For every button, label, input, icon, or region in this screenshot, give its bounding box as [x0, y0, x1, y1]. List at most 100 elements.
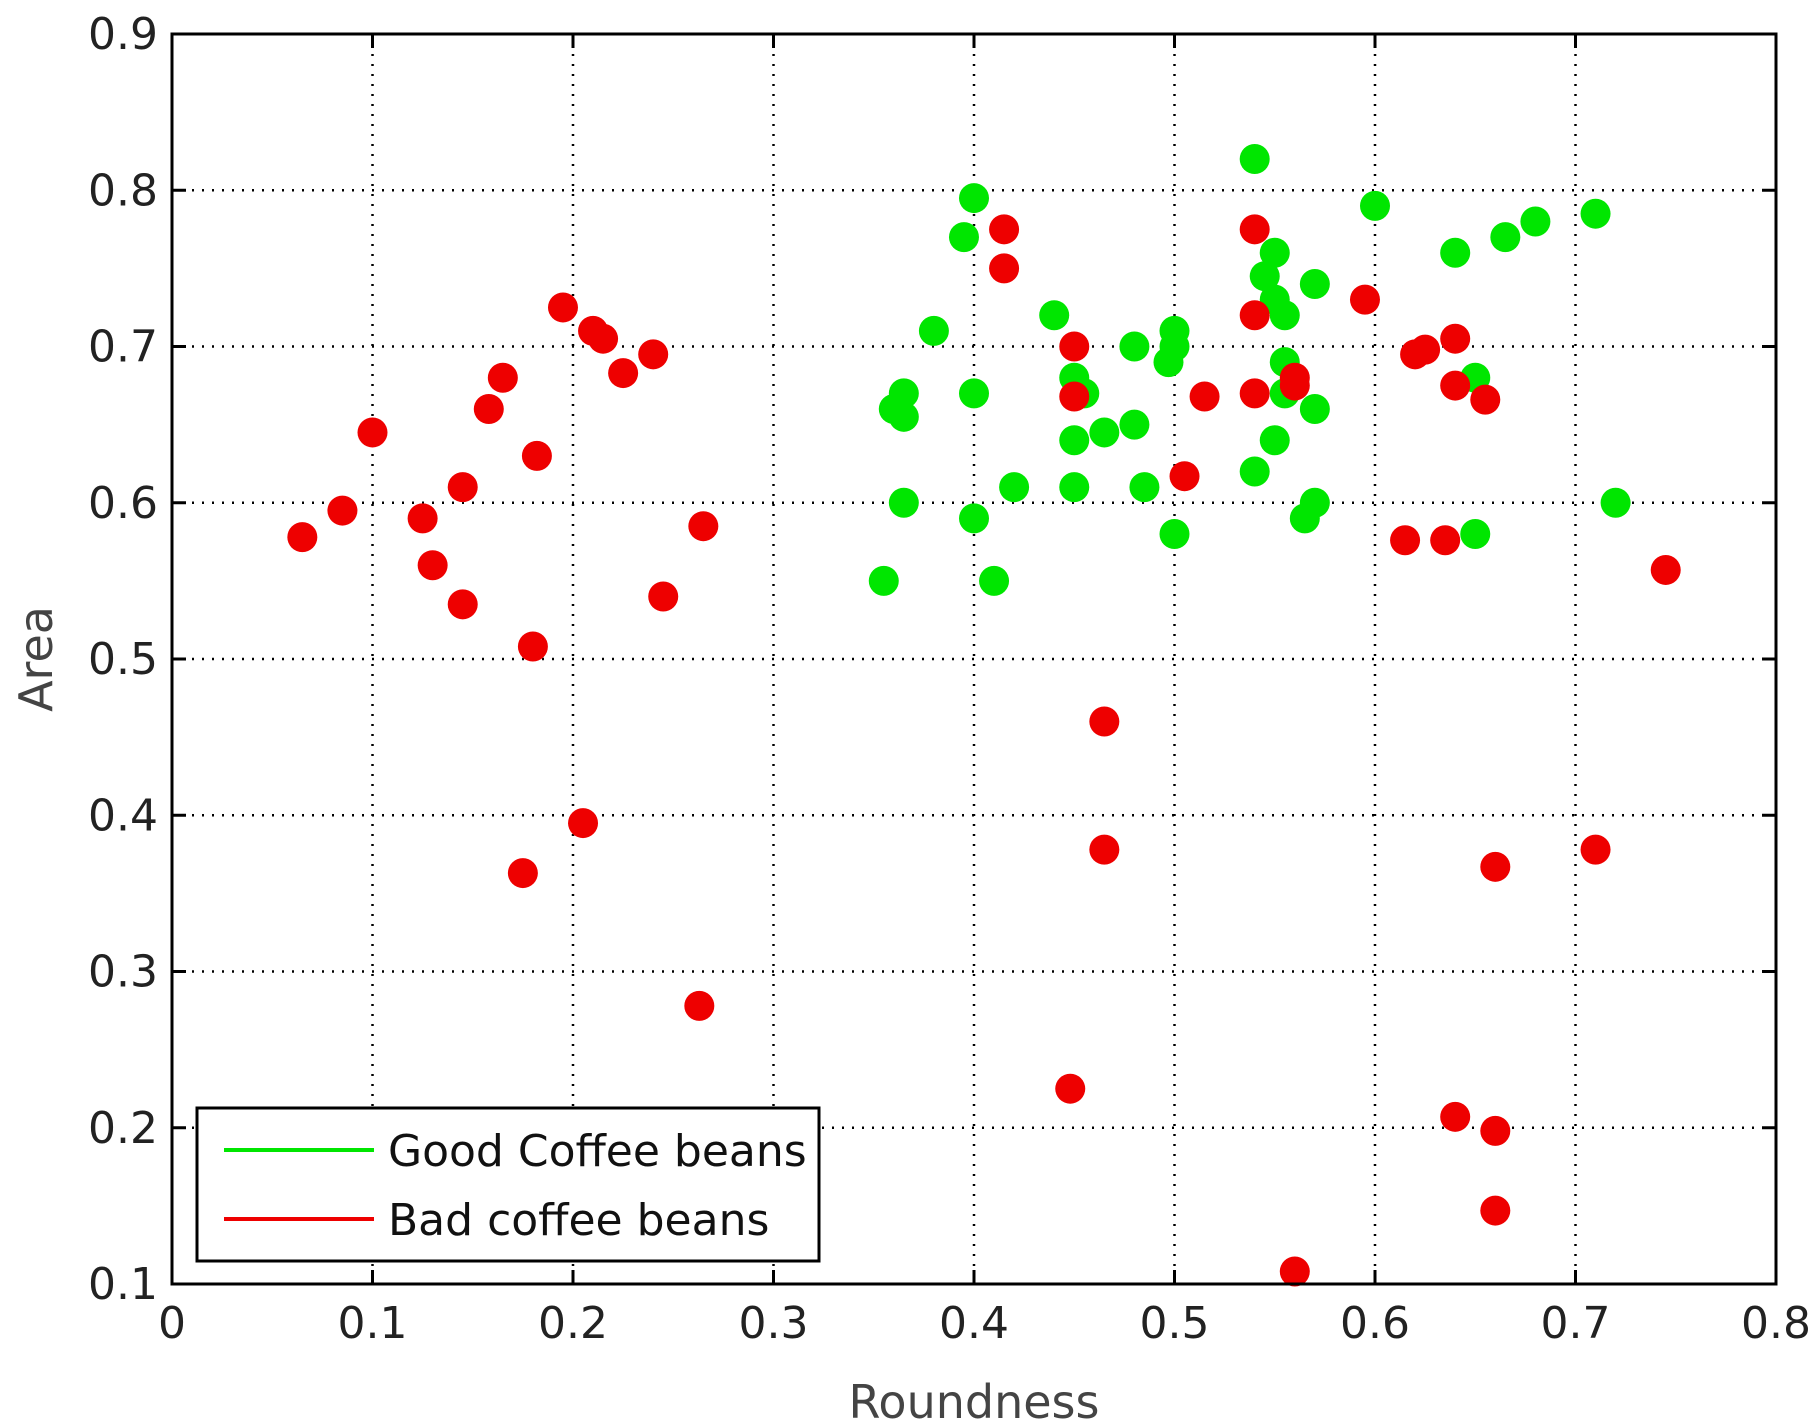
bad-bean-point [1055, 1073, 1086, 1104]
bad-bean-point [507, 858, 538, 889]
bad-bean-point [447, 589, 478, 620]
bad-bean-point [1430, 525, 1461, 556]
legend-label-good: Good Coffee beans [388, 1126, 807, 1177]
y-tick-label: 0.4 [88, 790, 158, 841]
bad-bean-point [1390, 525, 1421, 556]
y-tick-label: 0.6 [88, 478, 158, 529]
bad-bean-point [1400, 339, 1431, 370]
good-bean-point [1600, 487, 1631, 518]
bad-bean-point [608, 358, 639, 389]
bad-bean-point [1279, 370, 1310, 401]
bad-bean-point [1279, 1256, 1310, 1287]
bad-bean-point [1440, 1101, 1471, 1132]
x-tick-label: 0.4 [939, 1298, 1009, 1349]
bad-bean-point [1059, 381, 1090, 412]
bad-bean-point [989, 214, 1020, 245]
bad-bean-point [1349, 284, 1380, 315]
good-bean-point [1129, 472, 1160, 503]
bad-bean-point [648, 581, 679, 612]
y-tick-label: 0.5 [88, 634, 158, 685]
x-axis-label: Roundness [849, 1375, 1100, 1428]
good-bean-point [959, 378, 989, 409]
good-bean-point [1259, 237, 1290, 268]
x-tick-label: 0.8 [1741, 1298, 1811, 1349]
good-bean-point [918, 315, 949, 346]
good-bean-point [1490, 222, 1521, 253]
x-tick-label: 0 [158, 1298, 186, 1349]
bad-bean-point [517, 631, 548, 662]
good-bean-point [1580, 198, 1611, 229]
good-bean-point [979, 565, 1010, 596]
good-bean-point [888, 401, 919, 432]
bad-bean-point [1239, 214, 1270, 245]
bad-bean-point [688, 511, 719, 542]
good-bean-point [868, 565, 899, 596]
bad-bean-point [1580, 834, 1611, 865]
data-points [287, 144, 1681, 1287]
good-bean-point [1249, 261, 1280, 292]
good-bean-point [1360, 190, 1390, 221]
bad-bean-point [547, 292, 578, 323]
bad-bean-point [1440, 370, 1471, 401]
x-tick-label: 0.1 [338, 1298, 408, 1349]
bad-bean-point [1089, 706, 1120, 737]
bad-bean-point [989, 253, 1020, 284]
good-bean-point [999, 472, 1030, 503]
bad-bean-point [1059, 331, 1090, 362]
x-tick-label: 0.2 [538, 1298, 608, 1349]
x-tick-label: 0.7 [1541, 1298, 1611, 1349]
good-bean-point [959, 183, 989, 214]
bad-bean-point [1480, 1195, 1511, 1226]
grid-lines [172, 34, 1776, 1284]
bad-bean-point [447, 472, 478, 503]
bad-bean-point [1440, 323, 1471, 354]
good-bean-point [888, 487, 919, 518]
bad-bean-point [1169, 461, 1200, 492]
y-tick-label: 0.7 [88, 322, 158, 373]
bad-bean-point [407, 503, 438, 534]
good-bean-point [1299, 394, 1330, 424]
good-bean-point [948, 222, 979, 253]
good-bean-point [1520, 206, 1551, 237]
x-tick-label: 0.5 [1140, 1298, 1210, 1349]
bad-bean-point [521, 440, 552, 471]
bad-bean-point [1470, 384, 1501, 415]
y-axis-label: Area [9, 606, 63, 712]
bad-bean-point [1650, 554, 1681, 585]
good-bean-point [1159, 519, 1190, 549]
bad-bean-point [1239, 378, 1270, 409]
good-bean-point [1059, 425, 1090, 456]
bad-bean-point [473, 394, 504, 424]
y-tick-label: 0.8 [88, 165, 158, 216]
bad-bean-point [588, 323, 619, 354]
good-bean-point [1119, 331, 1150, 362]
good-bean-point [1153, 347, 1184, 378]
good-bean-point [1259, 425, 1290, 456]
good-bean-point [959, 503, 989, 534]
good-bean-point [1089, 417, 1120, 448]
good-bean-point [1440, 237, 1471, 268]
legend-label-bad: Bad coffee beans [388, 1195, 769, 1246]
good-bean-point [1299, 269, 1330, 299]
bad-bean-point [327, 495, 358, 526]
bad-bean-point [1239, 300, 1270, 331]
good-bean-point [1239, 456, 1270, 487]
good-bean-point [1460, 519, 1491, 549]
bad-bean-point [287, 522, 318, 553]
bad-bean-point [487, 362, 518, 393]
bad-bean-point [638, 339, 669, 370]
x-tick-label: 0.3 [739, 1298, 809, 1349]
y-tick-label: 0.9 [88, 9, 158, 60]
good-bean-point [1269, 300, 1300, 331]
bad-bean-point [568, 808, 599, 839]
good-bean-point [1059, 472, 1090, 503]
bad-bean-point [1189, 381, 1220, 412]
legend: Good Coffee beans Bad coffee beans [195, 1106, 821, 1263]
bad-bean-point [684, 990, 715, 1021]
axis-ticks: 0 0.1 0.2 0.3 0.4 0.5 0.6 0.7 0.80.10.20.30.40.5… [88, 9, 1811, 1349]
bad-bean-point [357, 417, 388, 448]
legend-box [195, 1106, 821, 1263]
bad-bean-point [1480, 851, 1511, 882]
good-bean-point [1239, 144, 1270, 174]
bad-bean-point [1089, 834, 1120, 865]
